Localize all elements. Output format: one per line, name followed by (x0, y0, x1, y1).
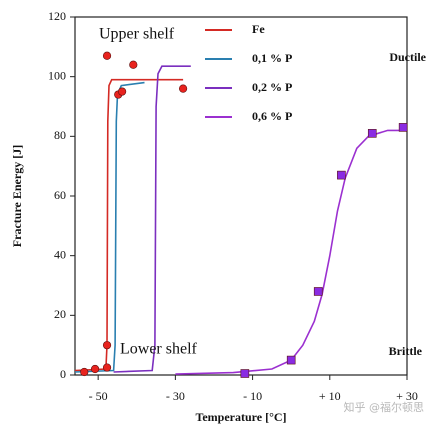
annotation: Ductile (389, 50, 426, 64)
data-point (102, 51, 112, 60)
data-point (102, 341, 112, 350)
annotation: Lower shelf (120, 341, 198, 358)
data-point (80, 367, 89, 377)
data-point (337, 170, 346, 180)
x-tick-label: + 10 (319, 389, 341, 403)
y-axis-label: Fracture Energy [J] (10, 145, 24, 247)
watermark: 知乎 @福尔顿思 (344, 400, 425, 414)
data-point (117, 87, 127, 96)
data-point (90, 364, 100, 374)
legend-label: Fe (252, 22, 265, 36)
y-tick-label: 80 (54, 128, 66, 142)
data-point (129, 60, 138, 69)
data-point (398, 123, 408, 132)
x-axis-label: Temperature [°C] (195, 410, 286, 424)
series-line (74, 78, 184, 372)
x-tick-label: - 30 (166, 389, 185, 403)
data-point (367, 129, 377, 138)
data-point (286, 355, 296, 365)
y-tick-label: 60 (54, 188, 66, 202)
y-tick-label: 120 (48, 9, 66, 23)
data-point (178, 84, 188, 93)
data-point (313, 287, 323, 296)
y-tick-label: 100 (48, 68, 66, 82)
y-tick-label: 40 (54, 247, 66, 261)
x-tick-label: - 50 (89, 389, 108, 403)
legend-label: 0,6 % P (252, 109, 292, 123)
x-tick-label: - 10 (243, 389, 262, 403)
series-line (175, 129, 407, 375)
x-tick-label: + 30 (396, 389, 418, 403)
legend-label: 0,1 % P (252, 51, 292, 65)
y-tick-label: 0 (60, 367, 66, 381)
plot-frame (74, 16, 408, 376)
data-point (102, 363, 112, 372)
series-line (74, 81, 145, 373)
legend-label: 0,2 % P (252, 80, 292, 94)
series-line (113, 65, 191, 373)
annotation: Brittle (389, 344, 423, 358)
annotation: Upper shelf (99, 26, 175, 43)
y-tick-label: 20 (54, 307, 66, 321)
data-point (240, 369, 250, 378)
